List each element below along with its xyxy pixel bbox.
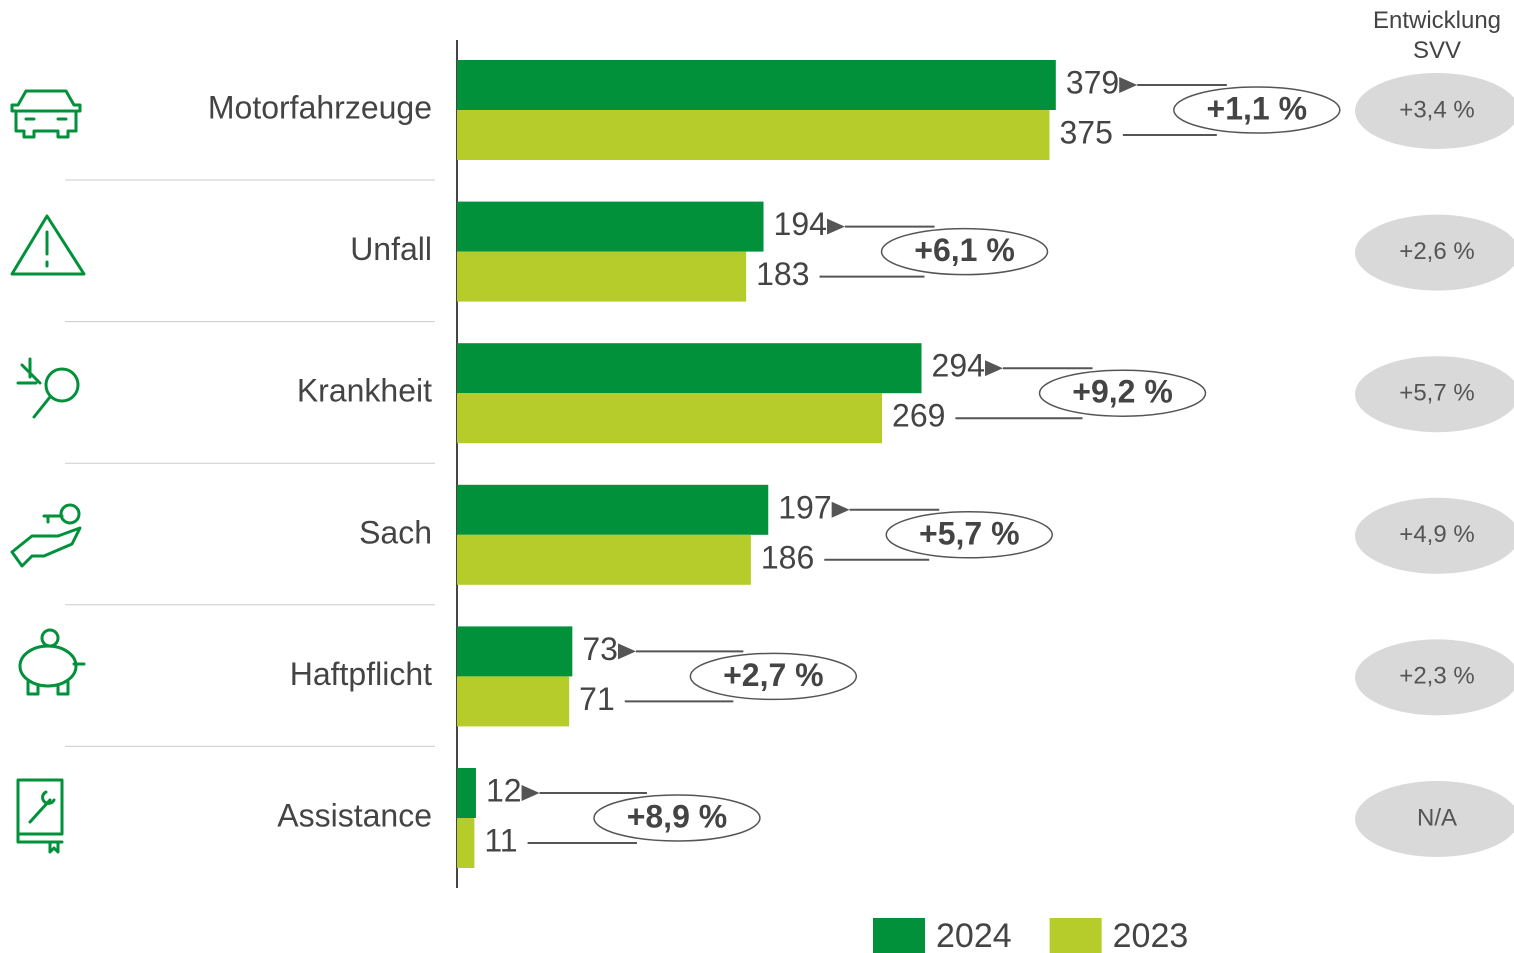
value-label: 186 [761,539,814,575]
legend-label: 2024 [936,917,1012,953]
value-label: 73 [582,631,618,667]
benchmark-ellipse [1355,356,1514,433]
benchmark-value: +4,9 % [1399,521,1474,548]
legend-label: 2023 [1113,917,1189,953]
value-label: 375 [1060,114,1113,150]
bar [457,484,769,535]
category-label: Motorfahrzeuge [208,89,432,125]
benchmark-ellipse [1355,781,1514,857]
bar [457,251,747,302]
bar [457,343,922,394]
bar [457,534,751,585]
benchmark-value: +2,6 % [1399,238,1474,265]
value-label: 71 [579,681,615,717]
change-ellipse [1173,86,1341,134]
change-ellipse [1038,369,1207,417]
change-ellipse [689,652,858,701]
benchmark-value: N/A [1417,804,1457,831]
bar [457,626,573,677]
benchmark-value: +2,3 % [1399,663,1474,690]
benchmark-title: Entwicklung SVV [1372,7,1502,64]
change-ellipse [593,794,761,842]
change-label: +1,1 % [1207,90,1308,126]
value-label: 194 [774,206,827,242]
value-label: 197 [778,489,831,525]
bar [457,60,1056,110]
bar [457,201,764,252]
benchmark-ellipse [1355,73,1514,149]
value-label: 269 [892,398,945,434]
bar [457,393,883,444]
value-label: 183 [756,256,809,292]
value-label: 294 [932,348,985,384]
bar [457,110,1050,160]
benchmark-ellipse [1355,639,1514,716]
bar [457,768,476,818]
change-label: +8,9 % [627,798,728,834]
benchmark-ellipse [1355,497,1514,574]
icons [10,89,86,854]
legend-swatch [1049,918,1102,953]
value-label: 379 [1066,64,1119,100]
category-label: Haftpflicht [290,656,432,692]
legend-swatch [873,918,925,953]
category-label: Krankheit [297,373,432,409]
change-ellipse [880,227,1049,276]
value-label: 12 [486,772,522,808]
category-label: Sach [359,514,432,550]
change-ellipse [885,511,1054,559]
bar [457,818,475,868]
benchmark-value: +5,7 % [1399,380,1474,407]
bar [457,676,570,727]
change-label: +2,7 % [723,657,824,693]
change-label: +6,1 % [914,232,1015,268]
category-label: Unfall [350,231,432,267]
benchmark-value: +3,4 % [1399,96,1474,123]
value-label: 11 [484,822,517,858]
change-label: +9,2 % [1072,374,1173,410]
category-label: Assistance [277,797,432,833]
benchmark-ellipse [1355,214,1514,291]
change-label: +5,7 % [919,515,1020,551]
